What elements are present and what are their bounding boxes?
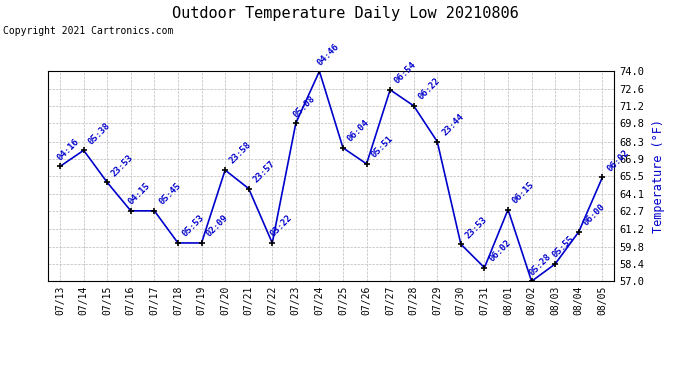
Text: 23:53: 23:53 [110,153,135,178]
Text: 06:54: 06:54 [393,60,418,86]
Text: 02:09: 02:09 [204,213,230,239]
Text: 06:04: 06:04 [346,118,371,144]
Text: 05:51: 05:51 [369,134,395,160]
Y-axis label: Temperature (°F): Temperature (°F) [652,119,665,233]
Text: 05:53: 05:53 [181,213,206,239]
Text: 23:58: 23:58 [228,141,253,166]
Text: 05:28: 05:28 [527,252,553,277]
Text: 06:22: 06:22 [417,76,442,102]
Text: 06:02: 06:02 [605,148,631,173]
Text: 05:55: 05:55 [551,234,576,260]
Text: 06:15: 06:15 [511,180,536,206]
Text: 04:16: 04:16 [56,137,81,162]
Text: 04:46: 04:46 [315,42,341,67]
Text: 23:44: 23:44 [440,112,466,138]
Text: 03:22: 03:22 [268,213,293,239]
Text: 05:38: 05:38 [86,121,112,146]
Text: 06:00: 06:00 [582,202,607,228]
Text: 23:53: 23:53 [464,214,489,240]
Text: 05:08: 05:08 [292,94,317,119]
Text: 05:45: 05:45 [157,181,183,207]
Text: 06:02: 06:02 [487,238,513,264]
Text: Outdoor Temperature Daily Low 20210806: Outdoor Temperature Daily Low 20210806 [172,6,518,21]
Text: 23:57: 23:57 [251,159,277,184]
Text: 04:15: 04:15 [127,181,152,207]
Text: Copyright 2021 Cartronics.com: Copyright 2021 Cartronics.com [3,26,174,36]
